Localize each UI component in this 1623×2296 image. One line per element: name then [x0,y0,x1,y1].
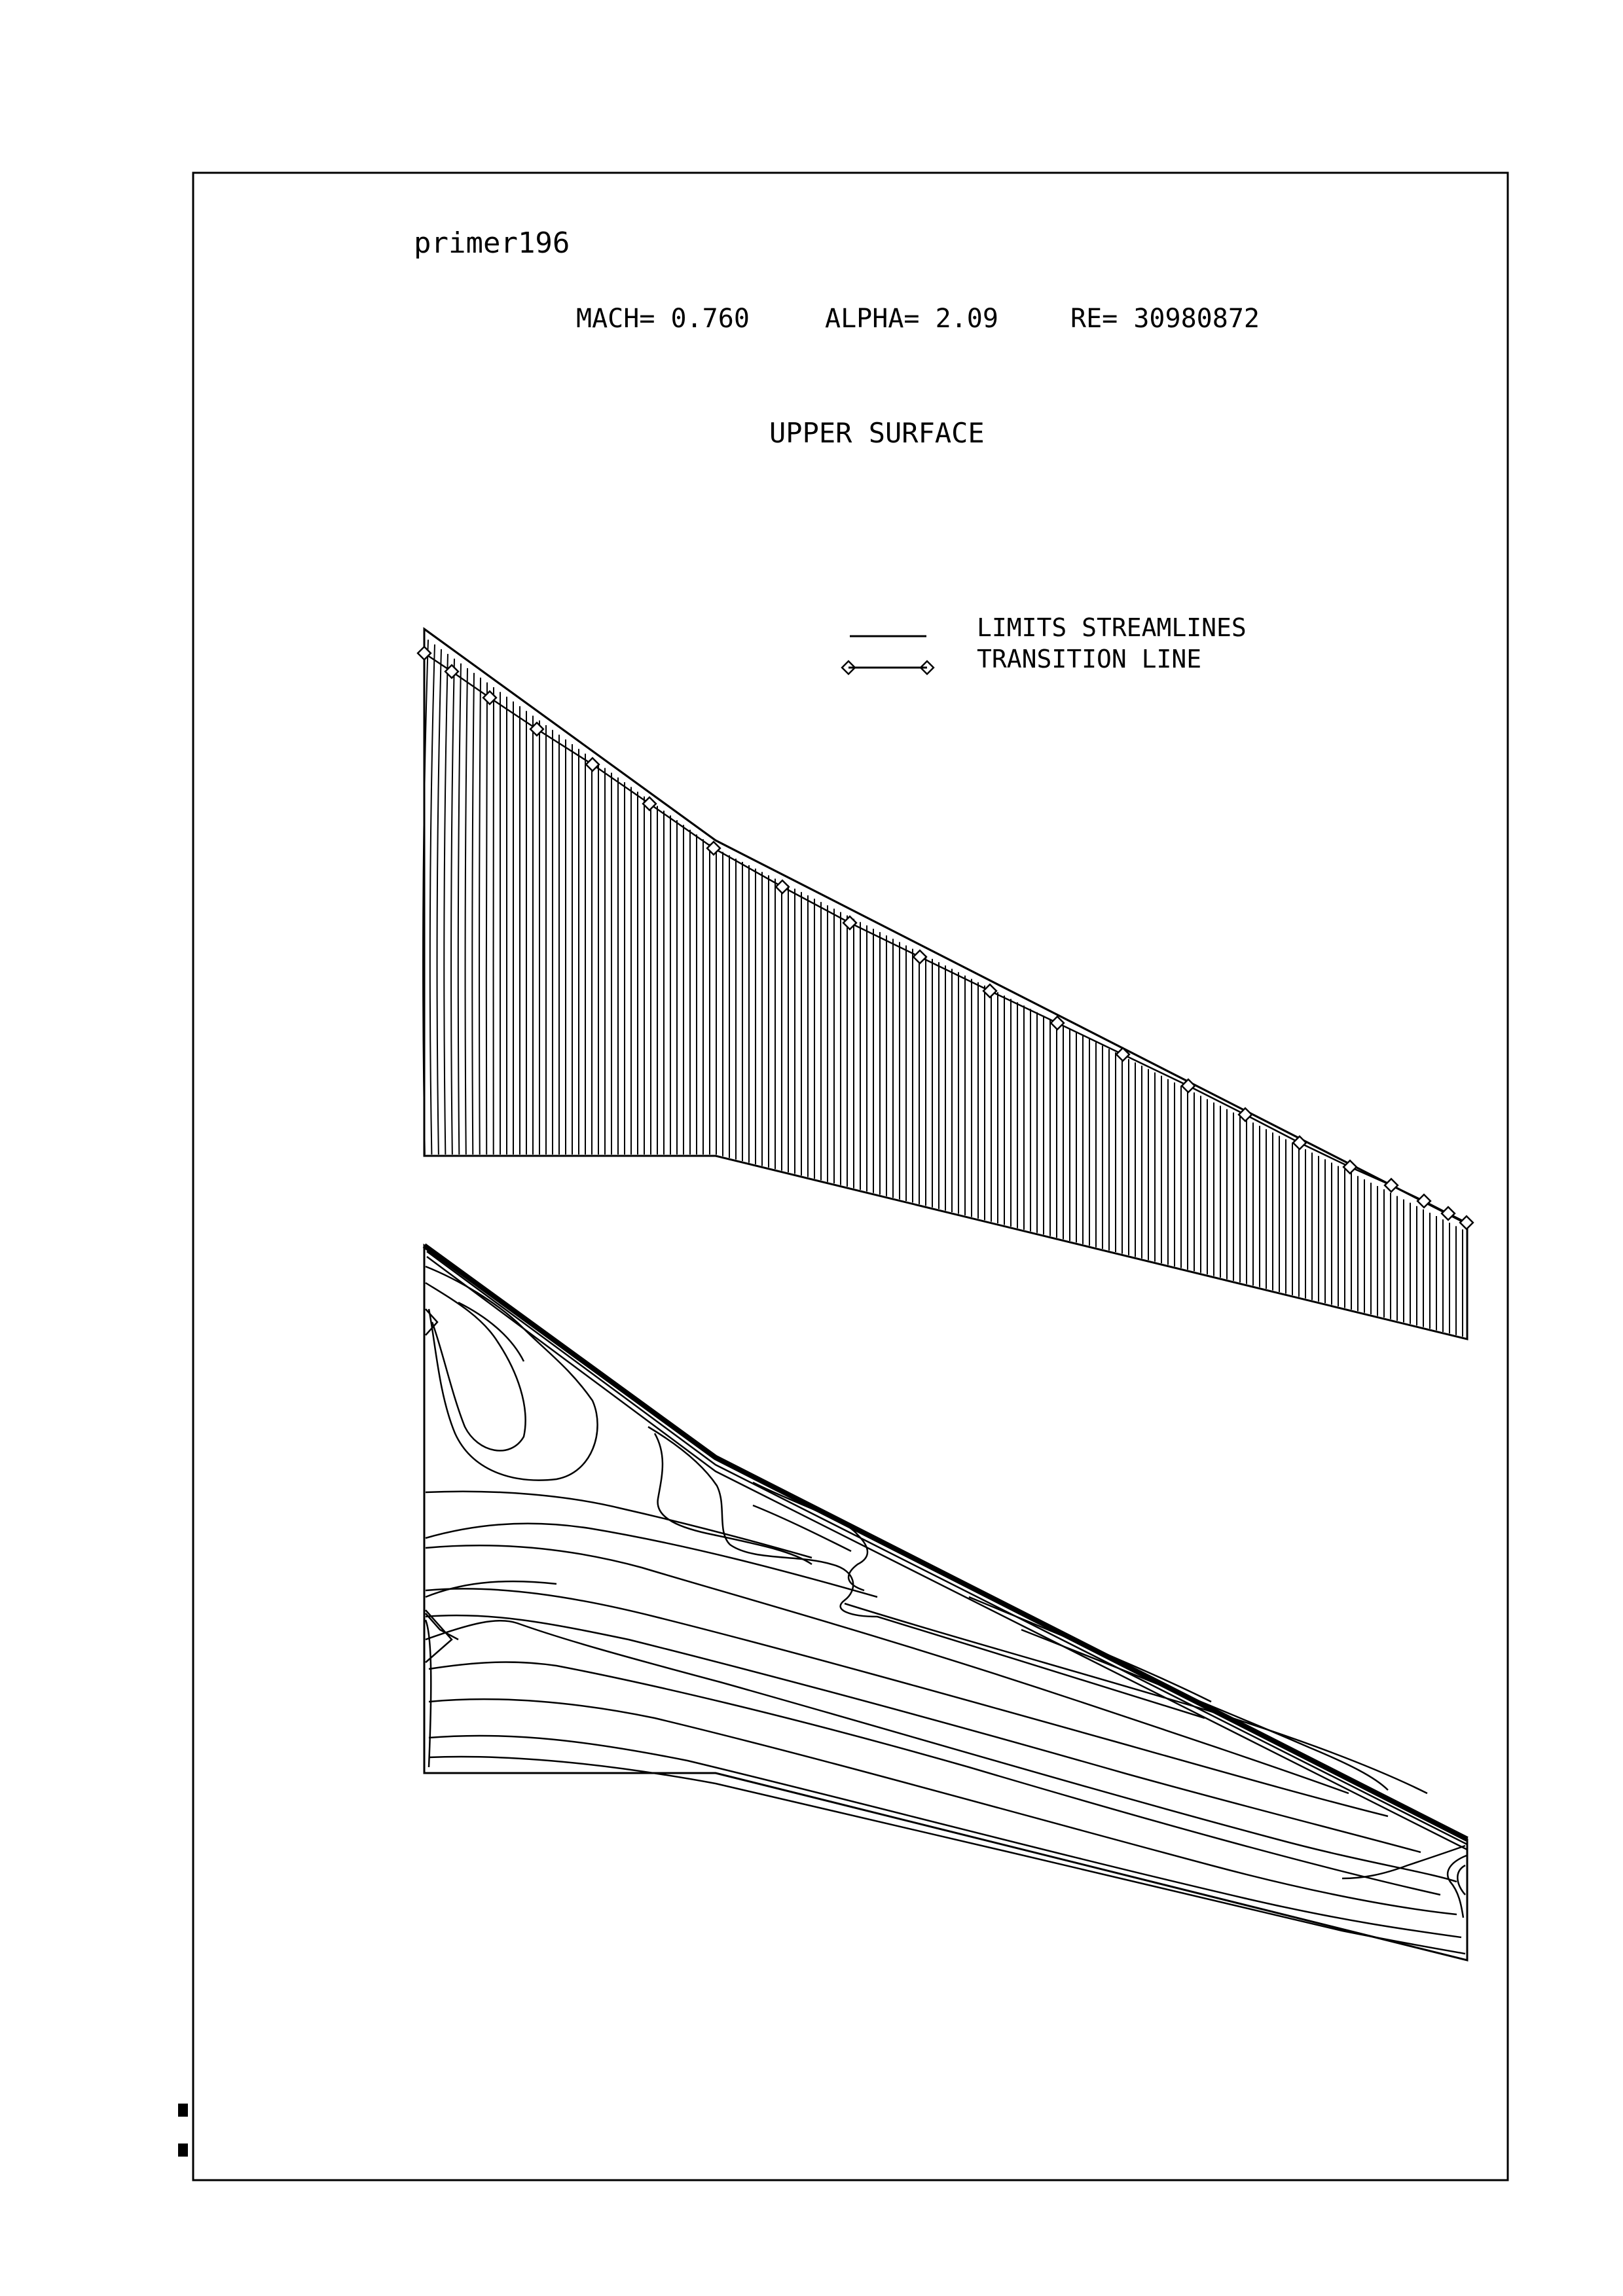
transition-markers [416,645,1474,1230]
limit-streamlines [422,639,1464,1337]
contour-line [647,1426,1205,1719]
margin-mark-top [178,2104,188,2117]
contour-line [425,1609,453,1663]
contour-line [425,1614,1421,1854]
contour-line [425,1580,557,1598]
contour-line [425,1588,1389,1818]
transition-marker [706,840,721,856]
contour-line [1021,1628,1389,1791]
contour-line [425,1490,812,1559]
transition-marker [416,645,432,661]
streamline [479,677,481,1155]
mach-value: MACH= 0.760 [576,304,750,334]
contour-line [458,1301,525,1362]
wing-planform-lower-outline [423,1244,1468,1962]
legend-transition-label: TRANSITION LINE [977,645,1201,673]
transition-marker [1416,1193,1432,1209]
streamline [457,663,462,1155]
streamline-wing-plot [416,627,1474,1340]
contour-line [425,1282,526,1452]
transition-marker [1383,1177,1399,1193]
contour-line [844,1602,1428,1795]
margin-mark-bottom [178,2144,188,2157]
contour-line [425,1613,459,1641]
transition-marker [912,949,928,965]
transition-marker [1292,1135,1307,1151]
contour-line [428,1755,1466,1955]
transition-marker [1049,1015,1065,1031]
transition-marker [842,915,858,931]
transition-marker [982,983,998,999]
streamline [471,673,475,1155]
alpha-value: ALPHA= 2.09 [825,304,998,334]
reynolds-value: RE= 30980872 [1070,304,1260,334]
leading-edge-contours [422,1243,1468,1842]
contour-line [425,1619,1457,1883]
transition-marker [1440,1206,1456,1221]
contour-line [1446,1854,1467,1918]
contour-lines [424,1265,1467,1955]
contour-line [428,1661,1441,1896]
contour-line [425,1545,1349,1795]
page-frame [192,171,1509,2181]
contour-line [428,1698,1457,1916]
transition-marker [529,721,545,737]
streamline [443,654,448,1155]
transition-marker [1115,1047,1131,1062]
transition-marker [482,690,498,706]
surface-title: UPPER SURFACE [769,417,985,449]
streamline [485,682,488,1155]
wing-leading-edge [424,628,1468,1225]
contour-line [425,1308,439,1336]
contour-wing-plot [422,1243,1468,1962]
contour-line [1341,1844,1466,1880]
legend: LIMITS STREAMLINES TRANSITION LINE [841,613,1247,675]
legend-transition-swatch [841,660,935,675]
transition-marker [642,796,657,812]
transition-line [416,645,1474,1230]
transition-marker [1180,1078,1196,1094]
contour-line [428,1734,1462,1939]
transition-marker [585,757,600,772]
leading-edge-contour-2 [426,1250,1468,1846]
transition-marker [1342,1159,1358,1175]
streamline [436,649,442,1155]
contour-line [424,1619,432,1768]
run-name: primer196 [414,226,570,260]
streamline [464,668,468,1155]
contour-line [653,1433,812,1566]
transition-marker [444,664,460,679]
transition-marker [1459,1215,1474,1230]
contour-line [425,1522,878,1598]
contour-line [425,1265,598,1481]
contour-line [1457,1864,1466,1895]
contour-line [968,1596,1212,1703]
streamline [450,658,455,1155]
transition-marker [775,879,790,895]
contour-line [752,1504,852,1552]
contour-line [752,1481,869,1592]
transition-marker [1237,1107,1253,1122]
streamline [429,644,435,1155]
legend-streamline-label: LIMITS STREAMLINES [977,613,1247,642]
